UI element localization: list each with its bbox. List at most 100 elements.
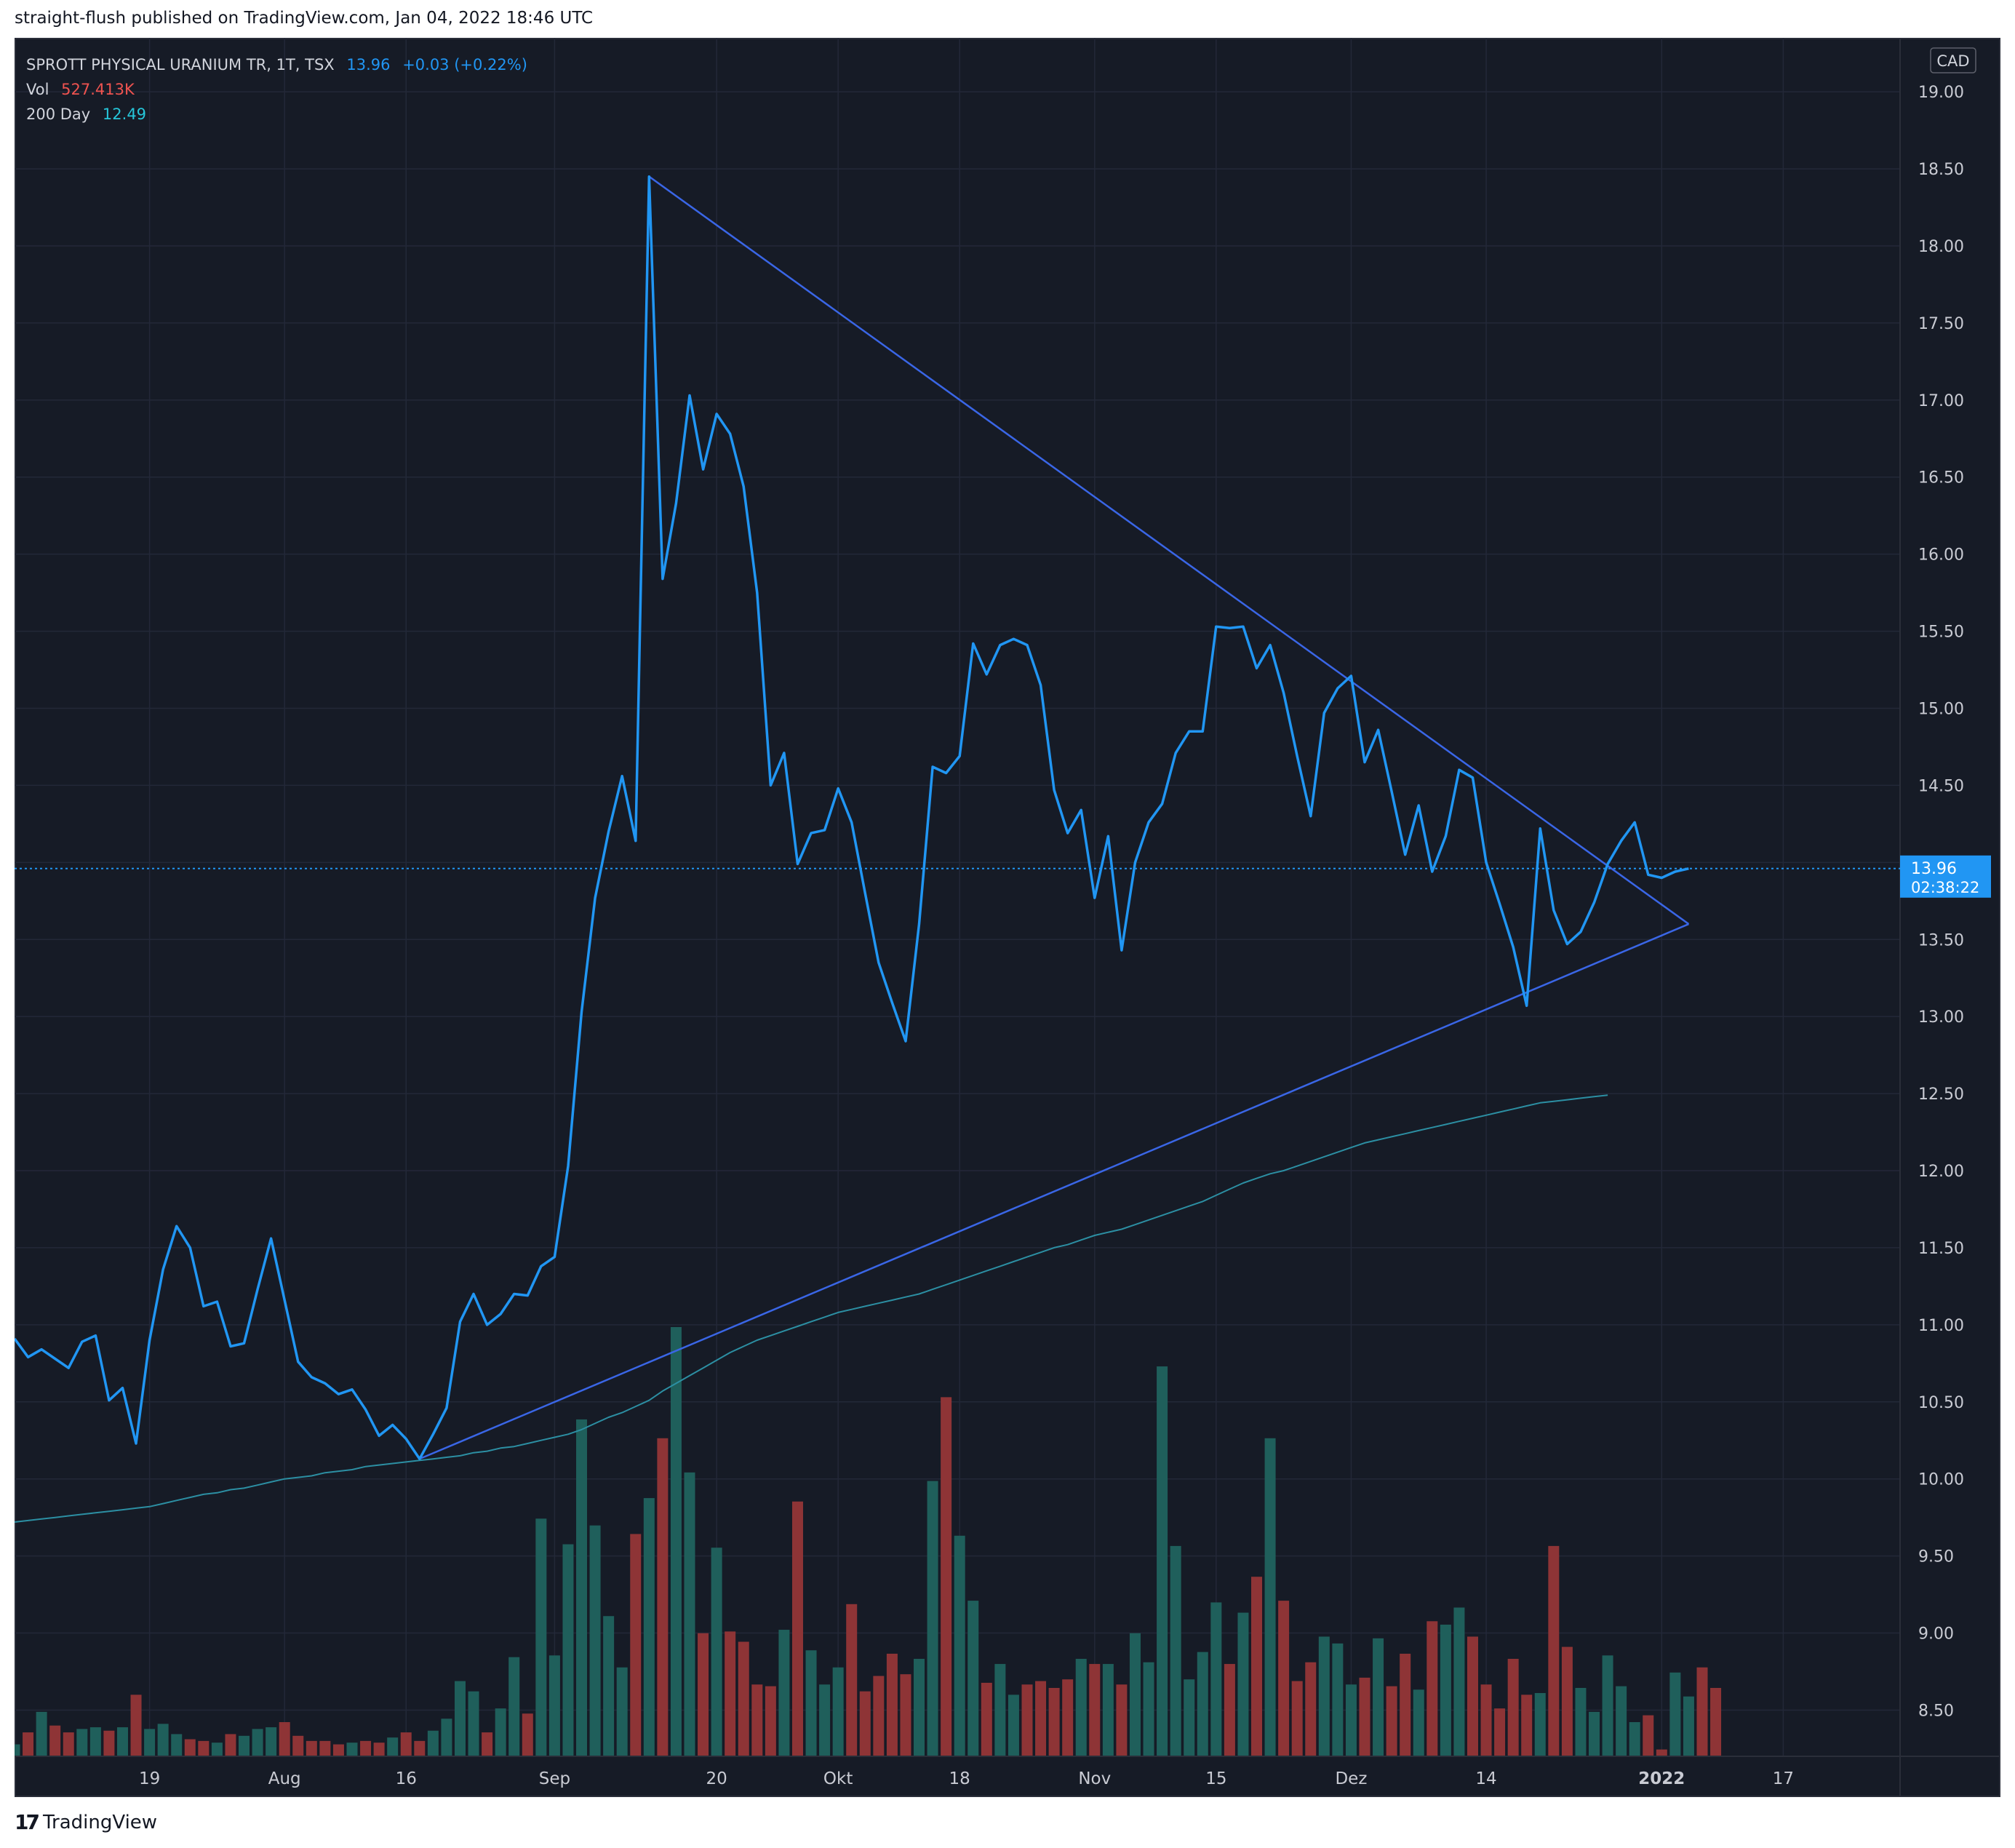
tradingview-logo[interactable]: 17 TradingView [15,1810,157,1834]
volume-bar [346,1743,358,1756]
ma-200-path[interactable] [15,1094,1608,1523]
volume-bar [1210,1602,1222,1756]
volume-bar [1494,1708,1506,1756]
y-tick-label: 16.50 [1918,469,1964,487]
volume-bar [1480,1684,1492,1756]
volume-bar [1021,1684,1033,1756]
volume-bar [211,1743,223,1756]
volume-bar [198,1740,210,1756]
volume-bar [1129,1633,1141,1756]
y-tick-label: 18.50 [1918,161,1964,179]
volume-bar [548,1655,560,1756]
y-tick-label: 14.50 [1918,777,1964,795]
volume-bar [684,1472,695,1756]
volume-bar [791,1501,803,1756]
volume-bar [400,1732,412,1756]
volume-bar [1534,1693,1546,1756]
volume-bar [23,1732,34,1756]
y-tick-label: 12.50 [1918,1086,1964,1104]
volume-bar [15,1744,20,1756]
volume-bar [981,1682,992,1756]
volume-bar [1048,1687,1060,1756]
chart-panel[interactable] [15,38,2000,1797]
volume-bar [76,1729,88,1756]
volume-bar [49,1725,61,1756]
volume-bar [1589,1711,1600,1756]
volume-bar [495,1708,506,1756]
volume-bar [1669,1672,1681,1756]
price-tag-countdown: 02:38:22 [1911,879,1979,896]
volume-bar [1683,1696,1694,1756]
volume-bar [698,1633,709,1756]
volume-bar [1521,1694,1533,1756]
volume-bar [751,1684,763,1756]
volume-bar [1143,1662,1154,1756]
volume-bar [441,1718,452,1756]
volume-bar [319,1740,331,1756]
volume-bar [941,1397,952,1756]
volume-bar [832,1667,844,1756]
volume-bar [387,1737,399,1756]
y-tick-label: 8.50 [1918,1702,1954,1720]
volume-bar [1305,1662,1317,1756]
volume-bar [373,1743,385,1756]
y-tick-label: 10.00 [1918,1471,1964,1489]
volume-bar [927,1481,938,1756]
y-tick-label: 16.00 [1918,546,1964,565]
volume-bar [1157,1366,1168,1756]
currency-badge[interactable] [1930,47,1976,73]
volume-bar [603,1616,615,1756]
volume-bar [1251,1577,1263,1756]
volume-bar [1197,1652,1208,1756]
volume-bar [1373,1638,1384,1756]
ma-200-line [15,1094,1608,1523]
volume-bar [1264,1438,1276,1756]
chart-legend: SPROTT PHYSICAL URANIUM TR, 1T, TSX 13.9… [26,52,535,127]
trendline[interactable] [419,923,1689,1460]
x-tick-label: 15 [1205,1769,1226,1788]
price-tag[interactable] [1900,855,1991,898]
volume-bar [1453,1607,1465,1756]
legend-ma-row: 200 Day 12.49 [26,102,535,127]
y-tick-label: 11.50 [1918,1240,1964,1258]
symbol-name[interactable]: SPROTT PHYSICAL URANIUM TR, 1T, TSX [26,56,335,73]
volume-bar [522,1713,533,1756]
volume-label[interactable]: Vol [26,81,49,98]
volume-bar [1561,1646,1573,1756]
volume-bar [306,1740,317,1756]
volume-bar [1062,1679,1074,1756]
price-chart[interactable]: 8.50 9.00 9.50 10.00 10.50 11.00 11.50 12.00 12.… [15,38,2000,1797]
volume-bar [670,1327,682,1756]
y-tick-label: 9.00 [1918,1625,1954,1644]
y-tick-label: 12.00 [1918,1163,1964,1181]
volume-bar [1467,1636,1478,1756]
volume-bar [1507,1659,1519,1756]
volume-bar [711,1548,722,1756]
volume-bar [360,1740,372,1756]
volume-bar [886,1653,898,1756]
price-path[interactable] [15,175,1689,1460]
volume-bar [1170,1545,1181,1756]
tradingview-logo-icon: 17 [15,1810,40,1834]
volume-bar [130,1694,142,1756]
trendline[interactable] [648,175,1690,925]
x-tick-label: 18 [949,1769,970,1788]
volume-bar [1427,1621,1438,1756]
y-tick-label: 13.00 [1918,1008,1964,1027]
volume-bar [1359,1677,1370,1756]
volume-bar [89,1727,101,1756]
volume-bar [657,1438,669,1756]
volume-bar [576,1419,588,1756]
y-tick-label: 13.50 [1918,931,1964,949]
volume-bar [184,1739,196,1756]
x-tick-label: Okt [823,1769,853,1788]
y-tick-label: 11.00 [1918,1317,1964,1335]
volume-bar [225,1734,236,1756]
volume-bar [508,1657,520,1756]
volume-bar [1602,1655,1613,1756]
volume-bar [535,1518,547,1756]
volume-bar [1656,1749,1667,1756]
y-tick-label: 18.00 [1918,238,1964,256]
triangle-trendlines [419,175,1690,1460]
ma-label[interactable]: 200 Day [26,105,91,123]
